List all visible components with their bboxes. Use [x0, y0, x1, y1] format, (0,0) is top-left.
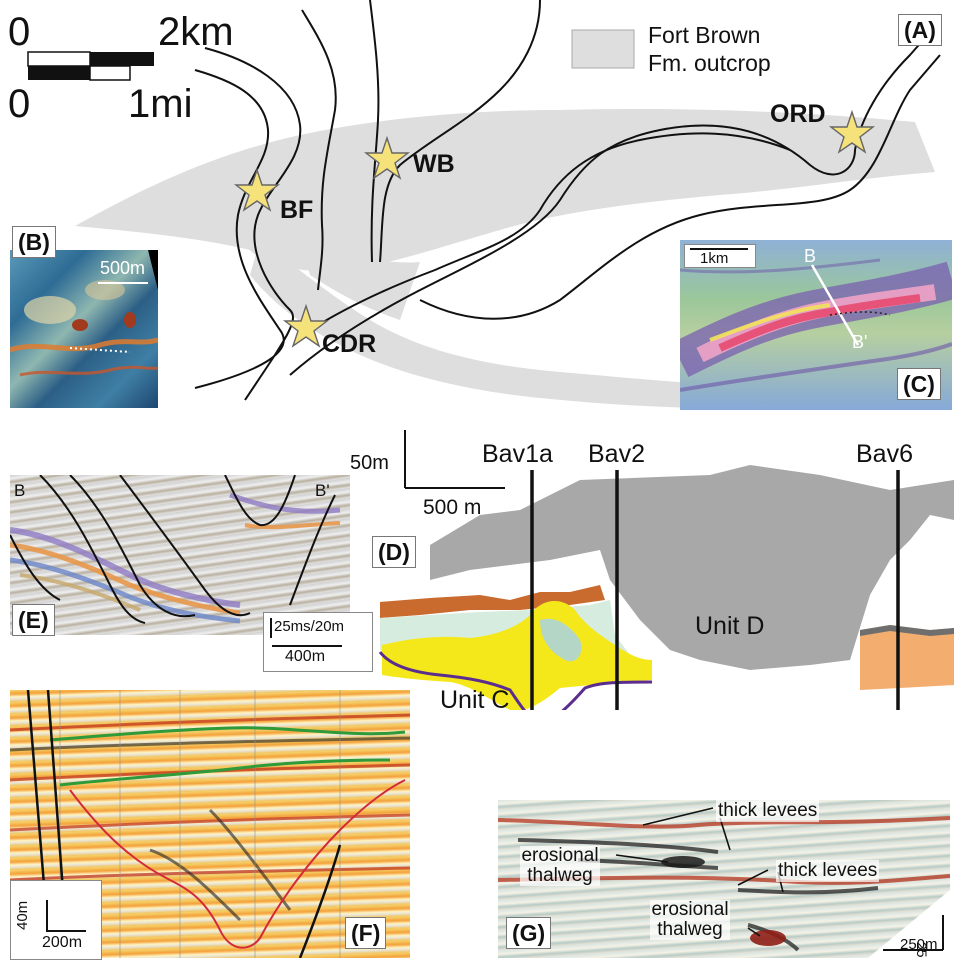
scale-bar-mi-black — [28, 66, 90, 80]
unit-light-orange — [860, 625, 954, 690]
panel-e-section: B B' — [10, 475, 350, 635]
river-line-5 — [379, 0, 541, 263]
scale-bar-km-white — [27, 51, 91, 67]
scale-km-start: 0 — [8, 10, 31, 54]
locality-bf: BF — [280, 196, 314, 224]
river-line-3 — [301, 9, 337, 291]
panel-c-tag: (C) — [897, 368, 941, 400]
locality-wb: WB — [413, 150, 455, 178]
well-label-bav6: Bav6 — [856, 440, 913, 468]
star-bf — [233, 167, 281, 212]
panel-a-tag: (A) — [898, 14, 942, 46]
panel-b-scale: 500m — [100, 258, 146, 278]
river-line-4 — [369, 0, 380, 263]
panel-f-tag: (F) — [345, 917, 387, 949]
annotation-erosional-thalweg-1: erosional thalweg — [520, 845, 600, 886]
unit-blue-patch — [540, 618, 582, 662]
panel-e-scale-box — [263, 612, 373, 672]
panel-b-scale-bar — [98, 282, 148, 284]
panel-g-section: thick levees erosional thalweg thick lev… — [498, 800, 950, 958]
river-line-6 — [289, 29, 933, 376]
well-label-bav1a: Bav1a — [482, 440, 553, 468]
legend-line-1: Fort Brown — [648, 22, 761, 48]
panel-f-scale-box — [10, 880, 102, 960]
unit-c-label: Unit C — [440, 686, 510, 714]
panel-d-vscale: 50m — [350, 452, 389, 474]
panel-e-vscale: 25ms/20m — [274, 618, 345, 635]
outcrop-belt — [75, 109, 935, 272]
unit-yellow-fill — [382, 601, 652, 710]
unit-orange-band — [380, 585, 605, 618]
panel-c-section-start: B — [804, 246, 817, 266]
well-label-bav2: Bav2 — [588, 440, 645, 468]
scale-mi-end: 1mi — [128, 82, 193, 126]
panel-c-scale-line — [690, 248, 748, 250]
river-line-1 — [194, 69, 285, 389]
panel-f-hscale: 200m — [42, 934, 83, 951]
scale-bar-mi-white — [89, 65, 131, 81]
panel-b-map: 500m — [10, 250, 158, 408]
panel-e-texture — [10, 475, 341, 624]
panel-c-scale: 1km — [700, 250, 729, 267]
locality-ord: ORD — [770, 100, 826, 128]
panel-f-texture — [10, 690, 410, 958]
star-wb — [363, 135, 411, 180]
unit-dark-grey-cap — [860, 625, 954, 636]
annotation-erosional-thalweg-2: erosional thalweg — [650, 899, 730, 940]
scale-km-end: 2km — [158, 10, 234, 54]
panel-f-vscale: 40m — [14, 900, 31, 930]
panel-g-vscale: 25ms — [914, 942, 930, 958]
panel-g-tag: (G) — [506, 917, 552, 949]
panel-f-vscale-bar — [46, 900, 48, 930]
panel-g-texture — [498, 807, 950, 958]
panel-d-section — [378, 430, 954, 710]
unit-c-base — [378, 651, 653, 710]
panel-e-hscale-bar — [272, 645, 342, 647]
locality-cdr: CDR — [322, 330, 377, 358]
panel-b-tag: (B) — [12, 226, 56, 258]
panel-f-hscale-bar — [46, 930, 86, 932]
legend-swatch — [571, 29, 635, 69]
river-line-7 — [419, 54, 941, 320]
unit-d-body — [430, 465, 954, 670]
outcrop-lobe-middle — [300, 240, 420, 320]
panel-d-hscale: 500 m — [423, 496, 482, 519]
panel-g-hscale: 250m — [900, 936, 938, 953]
panel-b-texture — [10, 250, 158, 377]
scale-bar-km-black — [90, 52, 154, 66]
panel-e-right-end: B' — [315, 481, 330, 500]
panel-d-tag: (D) — [372, 536, 416, 568]
scale-mi-start: 0 — [8, 82, 31, 126]
annotation-thick-levees-1: thick levees — [716, 800, 820, 822]
star-ord — [828, 109, 876, 154]
panel-c-texture — [680, 258, 952, 392]
panel-e-hscale: 400m — [285, 648, 326, 665]
panel-c-section-end: B' — [852, 332, 868, 352]
star-cdr — [282, 303, 330, 348]
panel-c-map: 1km B B' — [680, 240, 952, 410]
legend-line-2: Fm. outcrop — [648, 50, 771, 76]
panel-e-vscale-bar — [270, 618, 272, 638]
annotation-thick-levees-2: thick levees — [776, 860, 880, 882]
panel-e-left-end: B — [14, 481, 26, 500]
unit-d-label: Unit D — [695, 612, 765, 640]
river-line-8 — [309, 132, 791, 331]
panel-e-tag: (E) — [12, 604, 55, 636]
